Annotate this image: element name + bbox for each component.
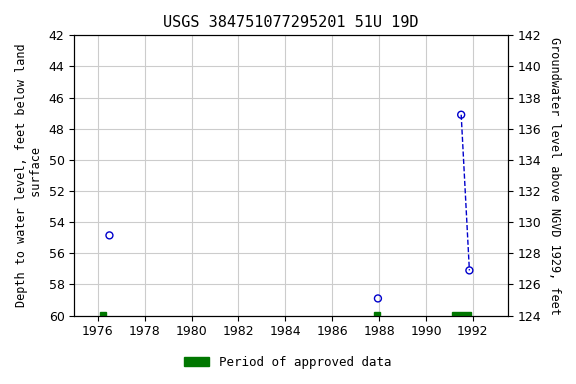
Point (105, 232, 114, 238)
Y-axis label: Groundwater level above NGVD 1929, feet: Groundwater level above NGVD 1929, feet (548, 36, 561, 314)
Bar (374, 312, 380, 318)
Bar (452, 312, 471, 318)
Point (373, 295, 382, 301)
Legend: Period of approved data: Period of approved data (179, 351, 397, 374)
Point (457, 112, 466, 118)
Point (465, 267, 474, 273)
Y-axis label: Depth to water level, feet below land
 surface: Depth to water level, feet below land su… (15, 44, 43, 307)
Bar (100, 312, 106, 318)
Title: USGS 384751077295201 51U 19D: USGS 384751077295201 51U 19D (164, 15, 419, 30)
